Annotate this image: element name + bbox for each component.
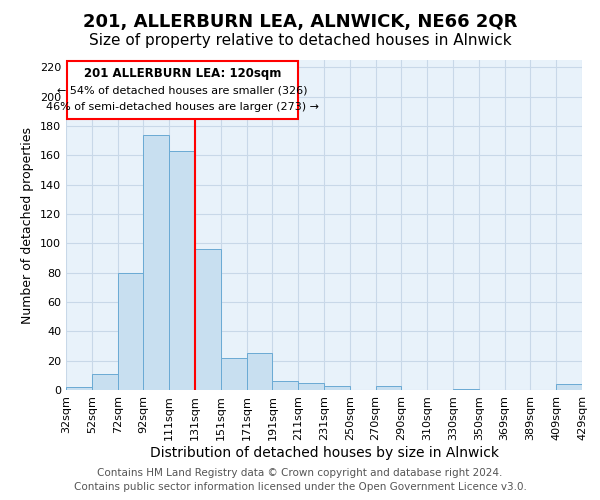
Bar [92,374,118,390]
X-axis label: Distribution of detached houses by size in Alnwick: Distribution of detached houses by size … [149,446,499,460]
FancyBboxPatch shape [67,62,298,118]
Bar [118,272,143,390]
Text: 46% of semi-detached houses are larger (273) →: 46% of semi-detached houses are larger (… [46,102,319,112]
Text: 201, ALLERBURN LEA, ALNWICK, NE66 2QR: 201, ALLERBURN LEA, ALNWICK, NE66 2QR [83,12,517,30]
Bar [556,384,582,390]
Bar [195,249,221,390]
Bar [376,386,401,390]
Text: Size of property relative to detached houses in Alnwick: Size of property relative to detached ho… [89,32,511,48]
Bar [66,387,92,390]
Bar [453,388,479,390]
Bar [247,354,272,390]
Text: Contains HM Land Registry data © Crown copyright and database right 2024.
Contai: Contains HM Land Registry data © Crown c… [74,468,526,492]
Text: 201 ALLERBURN LEA: 120sqm: 201 ALLERBURN LEA: 120sqm [84,66,281,80]
Bar [272,381,298,390]
Y-axis label: Number of detached properties: Number of detached properties [22,126,34,324]
Bar [169,151,195,390]
Bar [221,358,247,390]
Bar [298,382,324,390]
Bar [143,135,169,390]
Text: ← 54% of detached houses are smaller (326): ← 54% of detached houses are smaller (32… [58,86,308,96]
Bar [324,386,350,390]
